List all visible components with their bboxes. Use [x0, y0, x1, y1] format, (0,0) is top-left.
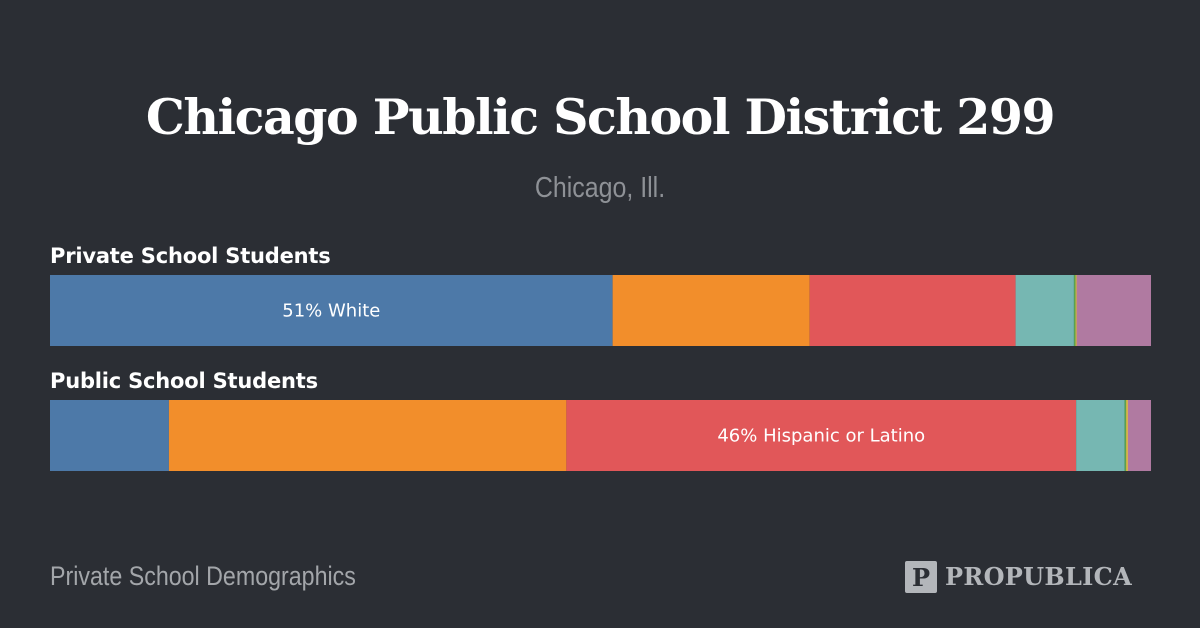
- row-label-private: Private School Students: [50, 244, 331, 268]
- row-label-public: Public School Students: [50, 369, 318, 393]
- bar-segment-5[interactable]: [1126, 400, 1128, 471]
- propublica-logo[interactable]: P PROPUBLICA: [905, 560, 1132, 594]
- stacked-bar-svg: 51% White: [50, 275, 1151, 346]
- bar-segment-4[interactable]: [1124, 400, 1127, 471]
- bar-segment-6[interactable]: [1127, 400, 1151, 471]
- bar-segment-6[interactable]: [1076, 275, 1151, 346]
- stacked-bar-public: 46% Hispanic or Latino: [50, 400, 1151, 471]
- bar-segment-0[interactable]: [50, 400, 169, 471]
- footer-caption: Private School Demographics: [50, 561, 356, 591]
- bar-segment-3[interactable]: [1015, 275, 1074, 346]
- bar-segment-2[interactable]: [809, 275, 1016, 346]
- bar-segment-1[interactable]: [612, 275, 810, 346]
- bar-segment-label: 51% White: [282, 301, 380, 322]
- propublica-logo-icon: P: [905, 561, 937, 593]
- bar-segment-4[interactable]: [1073, 275, 1076, 346]
- chart-subtitle: Chicago, Ill.: [534, 172, 666, 204]
- bar-segment-1[interactable]: [168, 400, 567, 471]
- stacked-bar-private: 51% White: [50, 275, 1151, 346]
- logo-mark-letter: P: [912, 563, 930, 592]
- bar-segment-0[interactable]: [50, 275, 613, 346]
- bar-segment-2[interactable]: [566, 400, 1077, 471]
- bar-segment-5[interactable]: [1075, 275, 1077, 346]
- stacked-bar-svg: 46% Hispanic or Latino: [50, 400, 1151, 471]
- bar-segment-3[interactable]: [1076, 400, 1125, 471]
- chart-title: Chicago Public School District 299: [145, 88, 1056, 146]
- bar-segment-label: 46% Hispanic or Latino: [717, 426, 925, 447]
- logo-wordmark: PROPUBLICA: [945, 562, 1132, 591]
